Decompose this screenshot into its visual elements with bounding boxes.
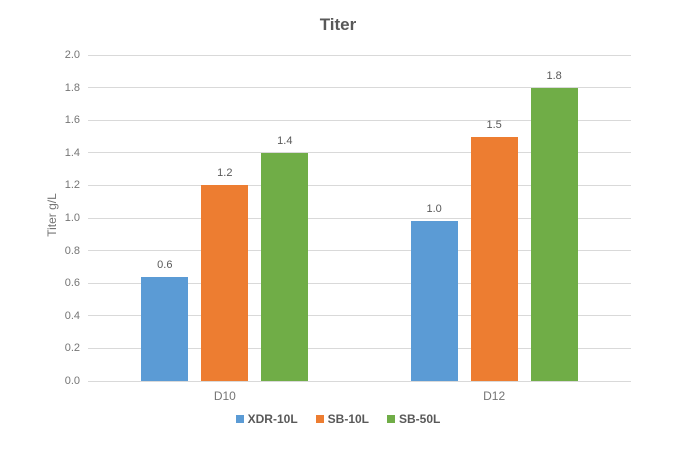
y-axis-tick-label: 1.8 (64, 81, 80, 94)
legend-item-xdr-10l: XDR-10L (235, 412, 298, 426)
y-axis-tick-label: 1.6 (64, 114, 80, 127)
bar-value-label: 0.6 (157, 258, 173, 271)
gridline (88, 217, 631, 219)
legend-swatch-icon (315, 415, 324, 423)
gridline (88, 380, 631, 382)
bar-value-label: 1.5 (486, 118, 502, 131)
y-axis-tick-label: 0.2 (64, 342, 80, 355)
legend-item-sb-10l: SB-10L (315, 412, 369, 426)
gridline (88, 87, 631, 89)
gridline (88, 184, 631, 186)
y-axis-tick-label: 1.4 (64, 146, 80, 159)
gridline (88, 119, 631, 121)
gridline (88, 282, 631, 284)
y-axis-tick-label: 0.8 (64, 244, 80, 257)
y-axis-tick-label: 0.6 (64, 277, 80, 290)
legend: XDR-10L SB-10L SB-50L (0, 412, 676, 426)
bar-value-label: 1.2 (217, 167, 233, 180)
bar-xdr-10l-d10 (141, 276, 189, 381)
chart-title: Titer (319, 15, 357, 34)
bar-sb-10l-d12 (470, 136, 518, 381)
y-axis-tick-label: 1.2 (64, 179, 80, 192)
bar-sb-50l-d10 (261, 152, 309, 381)
gridline (88, 152, 631, 154)
legend-item-label: XDR-10L (247, 412, 298, 426)
gridline (88, 250, 631, 252)
gridline (88, 54, 631, 56)
legend-item-sb-50l: SB-50L (387, 412, 440, 426)
bar-xdr-10l-d12 (410, 221, 458, 381)
y-axis-tick-label: 2.0 (64, 49, 80, 61)
y-axis-tick-label: 0.4 (64, 309, 80, 322)
gridline (88, 347, 631, 349)
legend-swatch-icon (387, 415, 395, 423)
bar-sb-50l-d12 (530, 87, 578, 381)
x-axis-category-label: D10 (213, 389, 236, 403)
y-axis-tick-label: 0.0 (64, 375, 80, 387)
bar-value-label: 1.4 (277, 134, 293, 147)
y-axis-tick-label: 1.0 (64, 212, 80, 224)
gridline (88, 315, 631, 317)
bar-value-label: 1.8 (546, 69, 562, 82)
legend-item-label: SB-10L (327, 412, 369, 426)
x-axis-category-label: D12 (483, 389, 506, 403)
bar-value-label: 1.0 (426, 203, 442, 216)
bar-sb-10l-d10 (201, 185, 249, 381)
legend-swatch-icon (235, 415, 244, 423)
legend-item-label: SB-50L (399, 412, 441, 426)
